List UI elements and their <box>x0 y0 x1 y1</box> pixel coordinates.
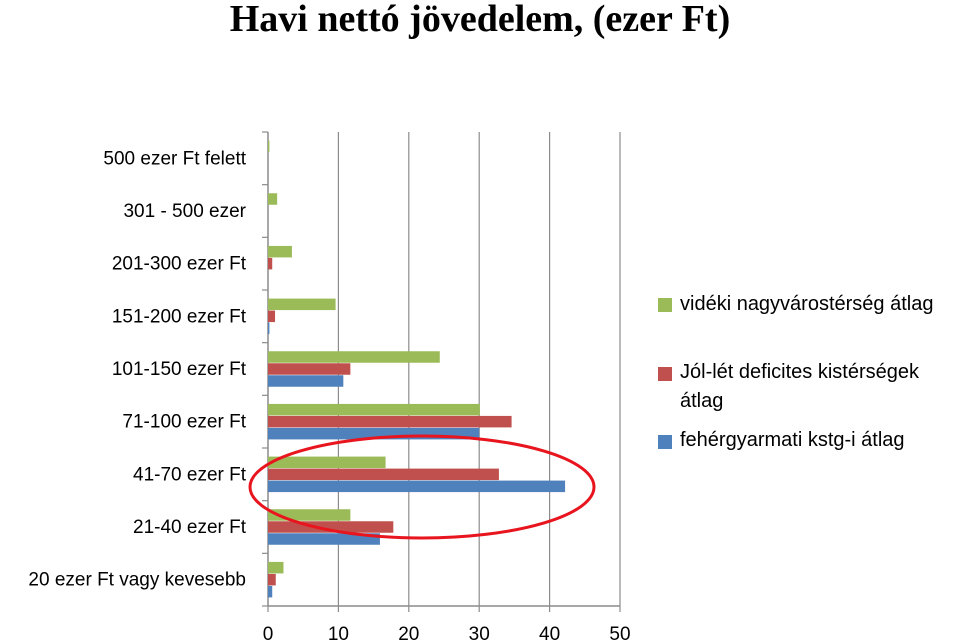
page-title: Havi nettó jövedelem, (ezer Ft) <box>229 0 731 40</box>
legend-label-3: fehérgyarmati kstg-i átlag <box>680 429 905 451</box>
category-label: 41-70 ezer Ft <box>133 464 247 485</box>
category-label: 500 ezer Ft felett <box>103 148 246 169</box>
category-label: 21-40 ezer Ft <box>133 517 247 538</box>
legend-swatch-3 <box>658 435 672 449</box>
x-tick-label: 20 <box>398 624 419 642</box>
bar-3 <box>268 585 273 598</box>
legend-swatch-1 <box>658 298 672 312</box>
bar-1 <box>268 509 351 521</box>
bar-3 <box>268 375 344 387</box>
bar-2 <box>268 310 276 323</box>
bar-2 <box>268 521 394 533</box>
category-label: 101-150 ezer Ft <box>112 359 247 380</box>
bar-1 <box>268 245 292 258</box>
bar-2 <box>268 468 499 481</box>
category-label: 71-100 ezer Ft <box>122 412 246 433</box>
bar-2 <box>268 573 276 586</box>
category-label: 20 ezer Ft vagy kevesebb <box>28 570 246 591</box>
highlight-ellipse <box>248 434 596 540</box>
legend-label-1: vidéki nagyvárostérség átlag <box>680 293 934 315</box>
bar-1 <box>268 561 284 574</box>
bar-1 <box>268 298 336 311</box>
bar-3 <box>268 322 270 335</box>
category-label: 201-300 ezer Ft <box>112 254 247 275</box>
bar-1 <box>268 351 440 363</box>
bar-2 <box>268 415 512 428</box>
bar-3 <box>268 533 380 545</box>
x-tick-label: 30 <box>469 624 490 642</box>
bar-2 <box>268 257 273 270</box>
bar-1 <box>268 193 278 205</box>
category-label: 151-200 ezer Ft <box>112 306 247 327</box>
bar-3 <box>268 427 480 440</box>
bar-1 <box>268 456 386 469</box>
x-tick-label: 0 <box>263 624 274 642</box>
bars <box>268 140 566 598</box>
x-tick-label: 40 <box>539 624 560 642</box>
category-label: 301 - 500 ezer <box>123 201 246 222</box>
bar-2 <box>268 363 351 375</box>
legend-label-2: Jól-lét deficites kistérségek átlag <box>680 361 919 412</box>
bar-3 <box>268 480 566 493</box>
x-tick-label: 50 <box>609 624 630 642</box>
legend-swatch-2 <box>658 367 672 381</box>
bar-1 <box>268 403 480 416</box>
x-tick-labels: 0 10 20 30 40 50 <box>263 624 631 642</box>
category-labels: 500 ezer Ft felett 301 - 500 ezer 201-300 … <box>28 148 246 590</box>
bar-1 <box>268 140 270 153</box>
x-tick-label: 10 <box>328 624 349 642</box>
